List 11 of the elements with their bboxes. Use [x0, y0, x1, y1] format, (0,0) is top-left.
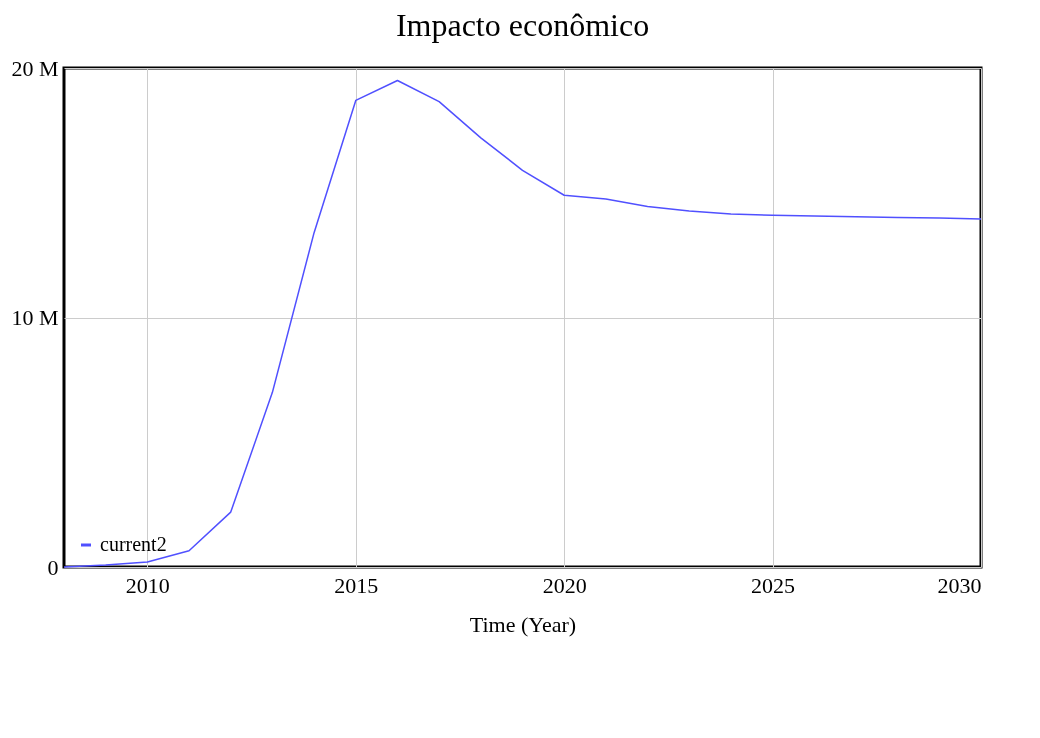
- y-tick-label: 0: [47, 554, 59, 580]
- x-axis-title: Time (Year): [469, 611, 577, 637]
- x-tick-label: 2030: [937, 572, 982, 598]
- y-tick-label: 10 M: [11, 305, 59, 330]
- chart-title: Impacto econômico: [395, 7, 650, 43]
- legend-label: current2: [100, 533, 167, 555]
- y-tick-label: 20 M: [11, 55, 59, 81]
- x-tick-label: 2020: [542, 572, 587, 598]
- x-tick-label: 2015: [334, 572, 379, 598]
- x-tick-label: 2025: [751, 572, 796, 598]
- x-tick-label: 2010: [125, 572, 170, 598]
